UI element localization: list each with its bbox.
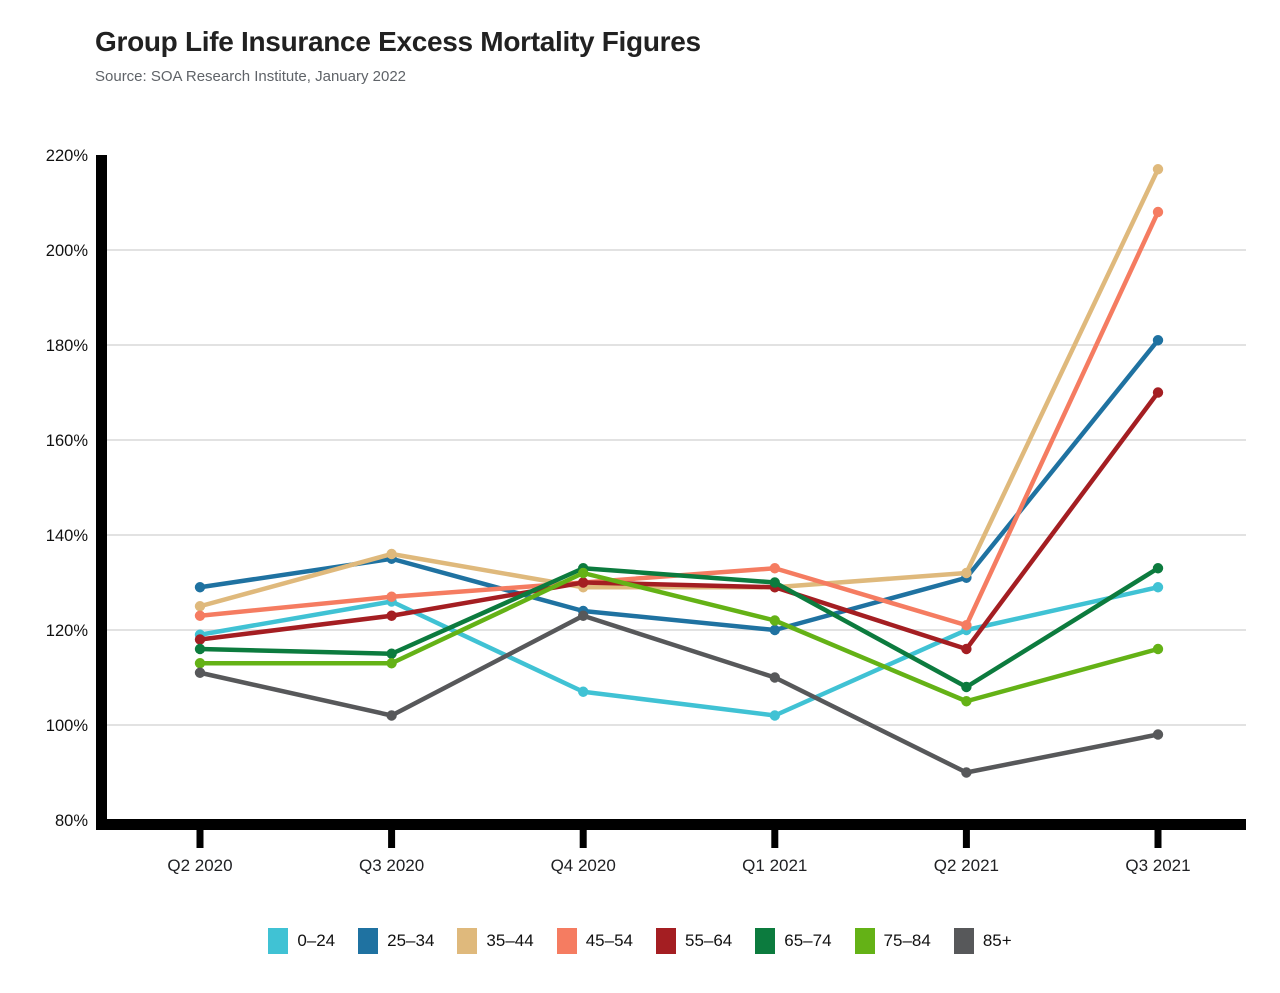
- data-point-45–54-Q3 2021: [1152, 206, 1164, 218]
- legend-item-65–74: 65–74: [755, 928, 832, 954]
- data-point-55–64-Q3 2021: [1152, 387, 1164, 398]
- legend-swatch-icon: [358, 928, 379, 954]
- legend-swatch-icon: [953, 928, 974, 954]
- data-point-75–84-Q1 2021: [769, 615, 780, 626]
- legend-item-25–34: 25–34: [358, 928, 434, 954]
- legend-swatch-icon: [268, 928, 289, 954]
- legend-item-0–24: 0–24: [268, 928, 335, 954]
- series-line-55–64: [197, 390, 1161, 652]
- legend-swatch-icon: [457, 928, 478, 954]
- legend-item-75–84: 75–84: [854, 928, 931, 954]
- legend-label: 0–24: [297, 931, 336, 950]
- x-axis-category-label: Q4 2020: [551, 856, 616, 875]
- data-point-75–84-Q3 2021: [1152, 643, 1164, 655]
- legend-label: 35–44: [486, 931, 534, 950]
- series-line-75–84: [197, 570, 1161, 704]
- data-point-65–74-Q3 2021: [1152, 563, 1164, 574]
- legend-item-85+: 85+: [953, 928, 1012, 954]
- data-point-65–74-Q3 2020: [386, 648, 397, 659]
- series-line-85+: [197, 613, 1161, 775]
- legend-item-45–54: 45–54: [556, 928, 633, 954]
- data-point-35–44-Q3 2020: [386, 548, 397, 560]
- chart-source-subtitle: Source: SOA Research Institute, January …: [95, 68, 407, 85]
- data-point-0–24-Q1 2021: [769, 710, 780, 721]
- y-axis-spine: [96, 155, 107, 830]
- data-point-75–84-Q4 2020: [578, 567, 589, 579]
- data-point-35–44-Q3 2021: [1152, 164, 1164, 175]
- data-point-45–54-Q1 2021: [769, 563, 780, 574]
- x-axis-category-label: Q3 2020: [359, 856, 424, 875]
- data-point-35–44-Q2 2021: [961, 567, 972, 579]
- y-axis-tick-label: 160%: [46, 432, 89, 450]
- data-point-85+-Q3 2021: [1152, 729, 1164, 740]
- legend-item-55–64: 55–64: [655, 928, 733, 954]
- series-line-0–24: [197, 585, 1161, 718]
- x-tick-2: [579, 830, 587, 848]
- x-axis-category-label: Q2 2020: [167, 856, 232, 875]
- data-point-65–74-Q2 2021: [961, 681, 972, 693]
- y-axis-tick-label: 100%: [46, 717, 89, 735]
- data-point-25–34-Q3 2021: [1152, 335, 1164, 346]
- legend-label: 75–84: [883, 931, 931, 950]
- data-point-65–74-Q2 2020: [194, 643, 206, 655]
- legend-label: 25–34: [387, 931, 435, 950]
- data-point-75–84-Q3 2020: [386, 658, 397, 669]
- legend-label: 55–64: [684, 931, 733, 950]
- data-point-85+-Q2 2020: [194, 667, 206, 678]
- data-point-45–54-Q2 2020: [194, 610, 206, 621]
- series-line-65–74: [197, 566, 1161, 690]
- legend-swatch-icon: [854, 928, 875, 954]
- x-tick-1: [388, 830, 396, 848]
- chart-title: Group Life Insurance Excess Mortality Fi…: [95, 26, 701, 57]
- x-tick-5: [1154, 830, 1162, 848]
- y-axis-tick-label: 220%: [46, 147, 89, 165]
- y-axis-tick-label: 140%: [46, 527, 89, 545]
- x-axis-spine: [96, 819, 1246, 830]
- legend-label: 45–54: [585, 931, 633, 950]
- legend-swatch-icon: [556, 928, 577, 954]
- legend-label: 65–74: [784, 931, 832, 950]
- data-point-55–64-Q2 2021: [961, 643, 972, 655]
- x-axis-category-label: Q2 2021: [934, 856, 999, 875]
- y-axis-tick-label: 180%: [46, 337, 89, 355]
- series-line-45–54: [197, 209, 1161, 628]
- x-tick-4: [962, 830, 970, 848]
- data-point-75–84-Q2 2020: [194, 658, 206, 669]
- legend-item-35–44: 35–44: [457, 928, 534, 954]
- data-point-45–54-Q2 2021: [961, 620, 972, 631]
- data-point-0–24-Q3 2021: [1152, 582, 1164, 593]
- legend-label: 85+: [982, 931, 1012, 950]
- chart-legend: 0–24 25–34 35–44 45–54 55–64 65–74 75–84 85+: [0, 928, 1280, 954]
- data-point-45–54-Q3 2020: [386, 591, 397, 602]
- y-axis-tick-label: 200%: [46, 242, 89, 260]
- data-point-85+-Q2 2021: [961, 767, 972, 778]
- data-point-55–64-Q3 2020: [386, 610, 397, 621]
- data-point-25–34-Q1 2021: [769, 624, 780, 636]
- data-point-0–24-Q4 2020: [578, 686, 589, 697]
- x-axis-category-label: Q3 2021: [1125, 856, 1190, 875]
- y-axis-tick-label: 120%: [46, 622, 89, 640]
- y-axis-tick-label: 80%: [55, 812, 88, 830]
- legend-swatch-icon: [755, 928, 776, 954]
- data-point-65–74-Q1 2021: [769, 577, 780, 588]
- legend-swatch-icon: [655, 928, 676, 954]
- data-point-55–64-Q2 2020: [194, 634, 206, 645]
- data-point-85+-Q4 2020: [578, 610, 589, 621]
- x-axis-category-label: Q1 2021: [742, 856, 807, 875]
- data-point-85+-Q1 2021: [769, 672, 780, 683]
- data-point-85+-Q3 2020: [386, 710, 397, 721]
- data-point-75–84-Q2 2021: [961, 696, 972, 707]
- series-line-35–44: [197, 167, 1161, 609]
- data-point-35–44-Q2 2020: [194, 601, 206, 612]
- x-tick-3: [771, 830, 779, 848]
- data-point-55–64-Q4 2020: [578, 577, 589, 588]
- line-chart-canvas: 80% 100% 120% 140% 160% 180% 200% 220% Q2 2020 Q3…: [46, 147, 1246, 875]
- x-tick-0: [196, 830, 204, 848]
- data-point-25–34-Q2 2020: [194, 582, 206, 593]
